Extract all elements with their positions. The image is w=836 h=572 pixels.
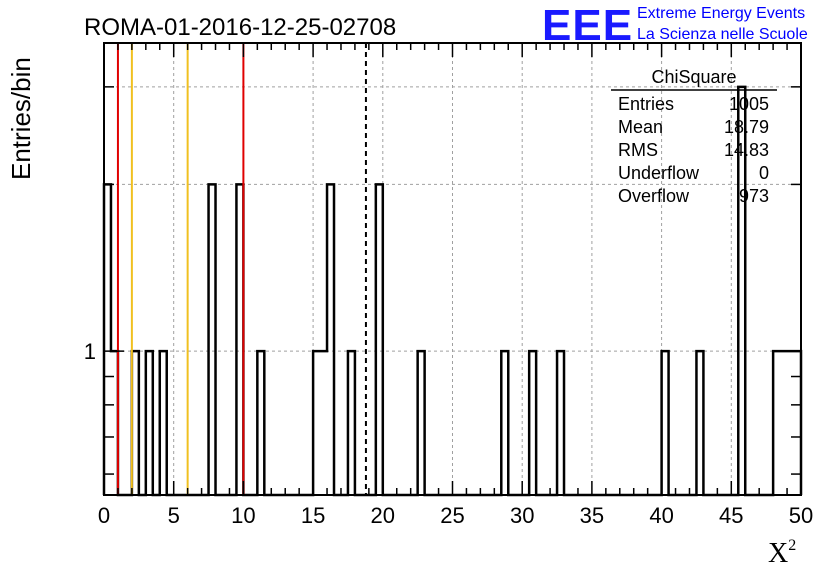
project-name: Extreme Energy Events (637, 5, 805, 22)
stats-rows: Entries 1005 Mean 18.79 RMS 14.83 Underflow 0 Ov… (618, 94, 769, 206)
x-tick-label: 30 (510, 503, 534, 528)
x-tick-label: 50 (789, 503, 813, 528)
x-axis-label: X2 (768, 537, 796, 569)
histogram-bin (418, 351, 425, 495)
x-tick-label: 35 (580, 503, 604, 528)
histogram-bin (557, 351, 564, 495)
stats-row-value: 0 (759, 163, 769, 183)
stats-row-label: Mean (618, 117, 663, 137)
histogram-bin (313, 351, 320, 495)
stats-row-label: RMS (618, 140, 658, 160)
run-title: ROMA-01-2016-12-25-02708 (84, 14, 396, 41)
x-tick-label: 0 (98, 503, 110, 528)
histogram-bin (257, 351, 264, 495)
y-axis-label: Entries/bin (6, 57, 36, 180)
stats-row-value: 18.79 (724, 117, 769, 137)
grid-lines (104, 43, 801, 495)
histogram-bin (236, 184, 243, 495)
histogram-bin (209, 184, 216, 495)
histogram-bin (376, 184, 383, 495)
histogram-bin (146, 351, 153, 495)
histogram-bin (662, 351, 669, 495)
stats-row-label: Entries (618, 94, 674, 114)
stats-row-value: 1005 (729, 94, 769, 114)
reference-lines (116, 43, 367, 495)
stats-row-label: Overflow (618, 186, 690, 206)
stats-box: ChiSquare Entries 1005 Mean 18.79 RMS 14.83 Un… (611, 67, 777, 206)
x-tick-label: 15 (301, 503, 325, 528)
x-tick-label: 40 (649, 503, 673, 528)
stats-row-value: 14.83 (724, 140, 769, 160)
histogram-bin (132, 351, 139, 495)
stats-row-value: 973 (739, 186, 769, 206)
histogram-bin (104, 184, 111, 495)
histogram-bin (773, 351, 780, 495)
eee-logo: EEE (542, 1, 633, 50)
x-tick-label: 20 (371, 503, 395, 528)
histogram-bin (501, 351, 508, 495)
x-tick-label: 5 (168, 503, 180, 528)
histogram-bin (696, 351, 703, 495)
x-tick-label: 45 (719, 503, 743, 528)
histogram-bin (348, 351, 355, 495)
axis-ticks: 0 5 10 15 20 25 30 35 40 45 50 1 (84, 43, 813, 528)
stats-box-title: ChiSquare (651, 67, 736, 87)
x-tick-label: 10 (231, 503, 255, 528)
histogram-bin (780, 351, 787, 495)
histogram-bin (160, 351, 167, 495)
x-tick-label: 25 (440, 503, 464, 528)
project-subtitle: La Scienza nelle Scuole (637, 26, 808, 43)
histogram-bin (327, 184, 334, 495)
histogram-bin (529, 351, 536, 495)
stats-row-label: Underflow (618, 163, 700, 183)
histogram-bin (320, 351, 327, 495)
y-tick-label: 1 (84, 339, 96, 364)
